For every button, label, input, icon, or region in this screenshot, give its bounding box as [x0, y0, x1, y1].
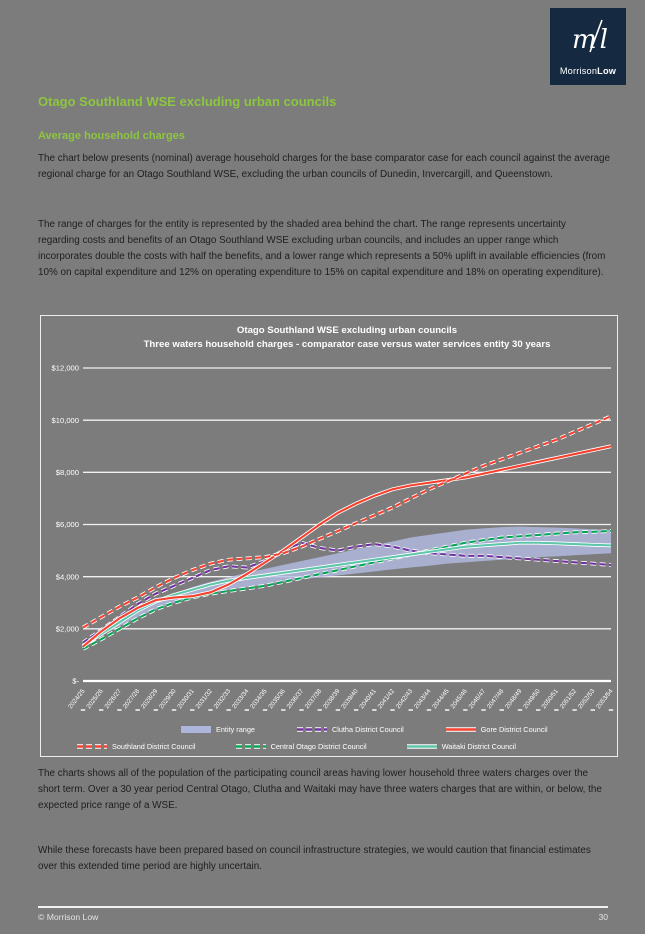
chart-series-lines: [81, 414, 612, 651]
legend-item: Waitaki District Council: [406, 742, 517, 751]
x-tick-label: 2032/33: [213, 688, 233, 711]
series-line-waitaki-district-council: [82, 541, 612, 647]
x-tick-label: 2035/36: [267, 688, 287, 711]
legend-item: Central Otago District Council: [235, 742, 367, 751]
footer-divider: [38, 906, 608, 908]
y-tick-label: $-: [72, 677, 79, 686]
y-tick-label: $12,000: [52, 364, 79, 373]
logo-mark-icon: ml: [572, 19, 611, 55]
legend-label: Gore District Council: [480, 725, 548, 734]
x-tick-label: 2037/38: [304, 688, 324, 711]
y-tick-label: $8,000: [56, 468, 79, 477]
footer-page-number: 30: [598, 912, 608, 922]
x-tick-label: 2038/39: [322, 688, 342, 711]
legend-key-icon: [296, 727, 327, 732]
legend-item: Clutha District Council: [296, 725, 404, 734]
paragraph-findings: The charts shows all of the population o…: [38, 768, 602, 812]
x-tick-label: 2024/25: [67, 688, 87, 711]
page-title: Otago Southland WSE excluding urban coun…: [38, 94, 337, 109]
y-tick-label: $6,000: [56, 520, 79, 529]
x-tick-label: 2049/50: [522, 688, 542, 711]
x-tick-label: 2026/27: [103, 688, 123, 711]
x-tick-label: 2031/32: [194, 688, 214, 711]
y-tick-label: $4,000: [56, 572, 79, 581]
chart-y-axis-labels: $12,000 $10,000 $8,000 $6,000 $4,000 $2,000 $-: [52, 364, 80, 686]
x-tick-label: 2030/31: [176, 688, 196, 711]
x-tick-label: 2029/30: [158, 688, 178, 711]
x-tick-label: 2046/47: [468, 688, 488, 711]
x-tick-label: 2027/28: [122, 688, 142, 711]
x-tick-label: 2042/43: [395, 688, 415, 711]
x-tick-label: 2043/44: [413, 688, 433, 711]
legend-item: Southland District Council: [77, 742, 196, 751]
legend-label: Entity range: [216, 725, 255, 734]
logo-mark-text: ml: [572, 25, 611, 55]
y-tick-label: $2,000: [56, 624, 79, 633]
x-tick-label: 2053/54: [595, 688, 615, 711]
chart-title-line1: Otago Southland WSE excluding urban coun…: [237, 325, 457, 336]
chart-canvas: Otago Southland WSE excluding urban coun…: [52, 325, 615, 711]
paragraph-range-explanation: The range of charges for the entity is r…: [38, 219, 606, 279]
series-line-gore-district-council: [82, 445, 612, 648]
legend-label: Southland District Council: [112, 742, 196, 751]
series-line-southland-district-council: [82, 415, 612, 629]
series-casing-southland-district-council: [82, 414, 612, 630]
chart-legend-row-1: Entity range Clutha District Council Gore …: [41, 721, 617, 738]
x-tick-label: 2025/26: [85, 688, 105, 711]
x-tick-label: 2040/41: [358, 688, 378, 711]
x-tick-label: 2039/40: [340, 688, 360, 711]
x-tick-label: 2041/42: [377, 688, 397, 711]
paragraph-caution: While these forecasts have been prepared…: [38, 845, 591, 873]
logo-slash: [589, 19, 603, 53]
legend-key-icon: [77, 744, 107, 749]
x-tick-label: 2052/53: [577, 688, 597, 711]
legend-key-icon: [445, 727, 476, 732]
x-tick-label: 2033/34: [231, 688, 251, 711]
x-tick-label: 2028/29: [140, 688, 160, 711]
footer-copyright: © Morrison Low: [38, 912, 99, 922]
x-tick-label: 2048/49: [504, 688, 524, 711]
paragraph-intro: The chart below presents (nominal) avera…: [38, 153, 610, 181]
logo-brand: MorrisonLow: [550, 66, 626, 76]
x-tick-label: 2047/48: [486, 688, 506, 711]
section-heading: Average household charges: [38, 130, 185, 142]
chart-gridlines: [83, 367, 611, 683]
x-tick-label: 2051/52: [559, 688, 579, 711]
chart-legend-row-2: Southland District Council Central Otago …: [41, 738, 617, 755]
legend-key-icon: [406, 744, 437, 749]
legend-item: Entity range: [181, 725, 255, 734]
legend-band-swatch: [181, 726, 211, 733]
household-charges-chart: Otago Southland WSE excluding urban coun…: [40, 315, 618, 757]
legend-label: Central Otago District Council: [270, 742, 367, 751]
x-tick-label: 2045/46: [449, 688, 469, 711]
chart-title-line2: Three waters household charges - compara…: [144, 339, 551, 350]
legend-key-icon: [235, 744, 266, 749]
logo-brand-regular: Morrison: [559, 66, 598, 76]
morrison-low-logo: ml MorrisonLow: [550, 8, 626, 85]
x-tick-label: 2034/35: [249, 688, 269, 711]
legend-label: Waitaki District Council: [441, 742, 517, 751]
legend-label: Clutha District Council: [331, 725, 404, 734]
y-tick-label: $10,000: [52, 416, 79, 425]
legend-key-icon: [181, 726, 211, 733]
x-tick-label: 2036/37: [286, 688, 306, 711]
series-line-central-otago-district-council: [82, 529, 612, 650]
series-line-clutha-district-council: [82, 541, 612, 644]
x-tick-label: 2050/51: [540, 688, 560, 711]
chart-x-axis-labels: 2024/252025/262026/272027/282028/292029/…: [67, 688, 615, 711]
legend-item: Gore District Council: [445, 725, 548, 734]
logo-brand-bold: Low: [597, 66, 617, 76]
x-tick-label: 2044/45: [431, 688, 451, 711]
